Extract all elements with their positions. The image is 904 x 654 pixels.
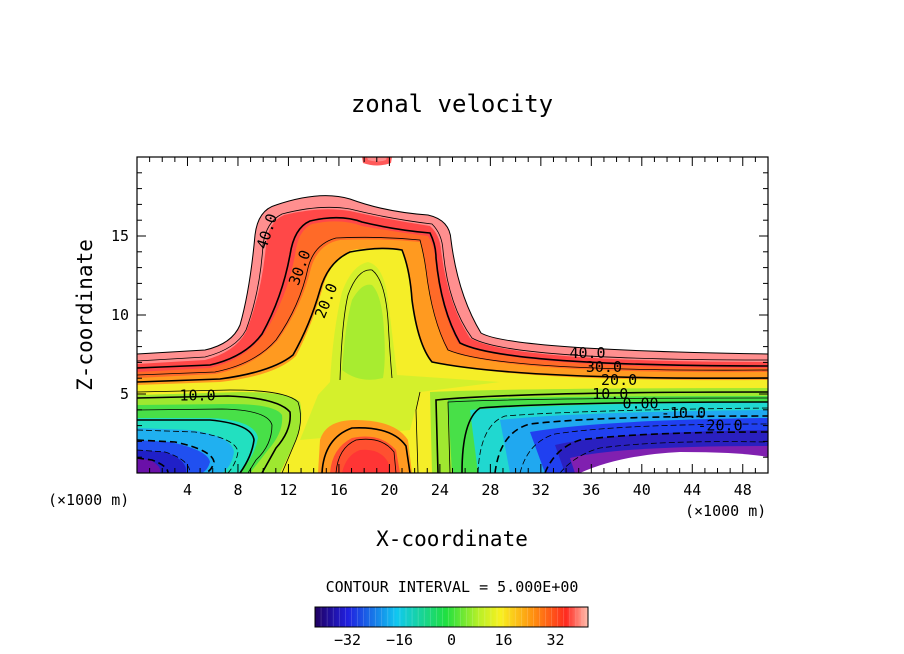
contour-10: [137, 395, 292, 473]
contour-label: 10.0: [180, 387, 216, 405]
x-unit-left: (×1000 m): [48, 491, 129, 509]
contour-label-text: 20.0: [601, 371, 637, 389]
x-tick-label: 40: [633, 481, 651, 499]
contour-10-right: [435, 391, 768, 473]
x-tick-label: 32: [532, 481, 550, 499]
contour-35: [137, 206, 768, 362]
x-tick-label: 12: [279, 481, 297, 499]
contour-20-lower-cell: [321, 427, 411, 473]
y-axis-title: Z-coordinate: [73, 239, 97, 391]
fill-yellow-green: [300, 262, 500, 440]
contour-label: 40.0: [569, 344, 605, 362]
x-unit-right: (×1000 m): [685, 502, 766, 520]
contour-neg15-right: [519, 423, 768, 473]
y-tick-label: 15: [111, 227, 129, 245]
contour-interval-text: CONTOUR INTERVAL = 5.000E+00: [326, 578, 579, 596]
y-tick-labels: 5 10 15: [111, 227, 129, 403]
contour-15-low: [137, 389, 301, 473]
colorbar-tick-label: 0: [447, 631, 456, 649]
contour-label: -10.0: [661, 404, 706, 422]
contour-5: [137, 408, 273, 473]
contour-5-right: [447, 397, 768, 473]
contour-30: [137, 216, 768, 369]
chart-title: zonal velocity: [351, 90, 553, 118]
contour-neg15: [137, 449, 191, 473]
tick-marks: [137, 157, 768, 473]
colorbar-tick-label: 16: [494, 631, 512, 649]
fill-green-core: [342, 284, 385, 380]
contour-label-text: -10.0: [661, 404, 706, 422]
x-tick-labels: 4 8 12 16 20 24 28 32 36 40 44 48: [183, 481, 752, 499]
y-tick-label: 5: [120, 385, 129, 403]
x-tick-label: 28: [481, 481, 499, 499]
x-tick-label: 20: [380, 481, 398, 499]
x-tick-label: 4: [183, 481, 192, 499]
colorbar-stripes: [320, 607, 583, 627]
contour-label: 30.0: [586, 358, 622, 376]
colorbar-tick-label: −16: [386, 631, 413, 649]
contour-20: [137, 247, 768, 383]
colorbar-tick-labels: −32 −16 0 16 32: [334, 631, 565, 649]
x-tick-label: 8: [233, 481, 242, 499]
contour-neg25-right: [559, 441, 768, 473]
x-axis-title: X-coordinate: [376, 527, 528, 551]
contour-neg20: [137, 457, 169, 473]
colorbar-tick-label: 32: [546, 631, 564, 649]
contour-label: 10.0: [592, 385, 628, 403]
contour-neg20-right: [544, 431, 768, 473]
contour-15: [339, 269, 393, 381]
fill-lower-red-cell-core: [342, 449, 390, 473]
contour-neg10: [137, 439, 215, 473]
contour-label-text: 10.0: [180, 387, 216, 405]
colorbar-tick-label: −32: [334, 631, 361, 649]
contour-25-lower-cell: [335, 438, 397, 473]
x-tick-label: 36: [582, 481, 600, 499]
x-tick-label: 48: [734, 481, 752, 499]
contour-25: [137, 236, 768, 376]
contour-label-text: 40.0: [569, 344, 605, 362]
colorbar: −32 −16 0 16 32: [314, 606, 589, 649]
contour-label: -20.0: [697, 417, 742, 435]
x-tick-label: 24: [431, 481, 449, 499]
contour-0: [137, 419, 255, 473]
contour-0-right: [461, 401, 768, 473]
contour-label: 20.0: [601, 371, 637, 389]
contour-lines: [137, 195, 768, 473]
contour-label-text: 30.0: [586, 358, 622, 376]
contour-40: [137, 195, 768, 355]
contour-label-text: 0.00: [622, 394, 658, 412]
y-tick-label: 10: [111, 306, 129, 324]
contour-label: 0.00: [622, 394, 658, 412]
contour-label-text: -20.0: [697, 417, 742, 435]
fill-white-bottom-right: [580, 452, 768, 473]
colorbar-frame: [314, 606, 589, 628]
x-tick-label: 44: [683, 481, 701, 499]
contour-label-text: 10.0: [592, 385, 628, 403]
x-tick-label: 16: [330, 481, 348, 499]
contour-vertical-divider: [415, 391, 421, 473]
colorbar-gradient: [315, 607, 588, 627]
contour-neg5-right: [477, 407, 768, 473]
fill-purple-left: [137, 458, 161, 473]
contour-neg10-right: [494, 415, 768, 473]
